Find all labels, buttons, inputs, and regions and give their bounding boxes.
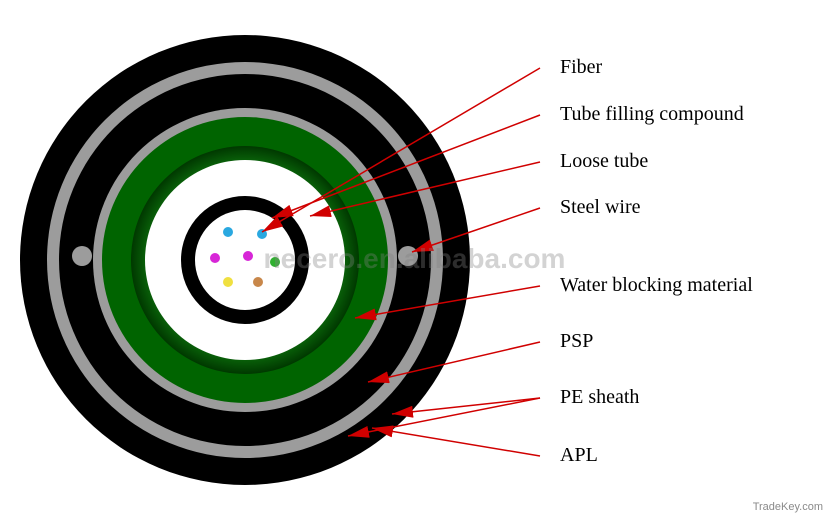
cable-diagram (0, 0, 829, 517)
fiber-dot-3 (243, 251, 253, 261)
footer-attribution: TradeKey.com (753, 501, 823, 513)
fiber-dot-4 (270, 257, 280, 267)
fiber-dot-2 (210, 253, 220, 263)
fiber-dot-0 (223, 227, 233, 237)
label-fiber: Fiber (560, 56, 602, 79)
label-tubefill: Tube filling compound (560, 103, 744, 126)
label-apl: APL (560, 444, 598, 467)
callout-arrow-apl (372, 428, 540, 456)
label-pesheath: PE sheath (560, 386, 639, 409)
label-steel: Steel wire (560, 196, 641, 219)
fiber-dot-6 (253, 277, 263, 287)
label-psp: PSP (560, 330, 593, 353)
fiber-dot-5 (223, 277, 233, 287)
label-water: Water blocking material (560, 274, 753, 297)
steel-wire-1 (398, 246, 418, 266)
steel-wire-0 (72, 246, 92, 266)
label-loose: Loose tube (560, 150, 648, 173)
